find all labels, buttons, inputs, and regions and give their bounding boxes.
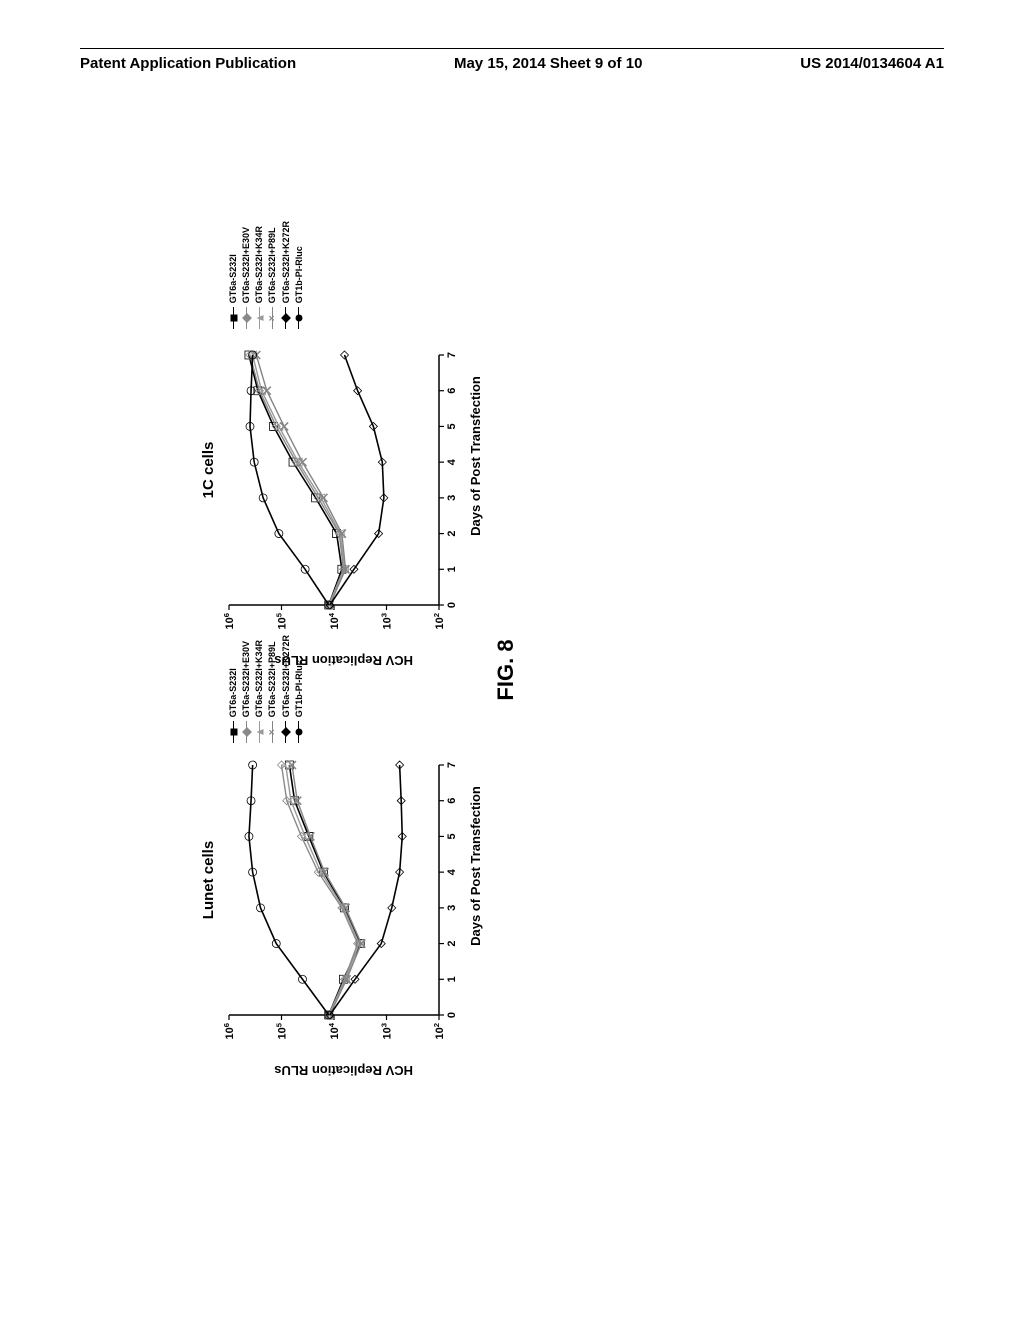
chart-box: 10210310410510601234567GT6a-S232IGT6a-S2… — [221, 341, 466, 651]
header-right: US 2014/0134604 A1 — [800, 55, 944, 72]
patent-header: Patent Application Publication May 15, 2… — [0, 48, 1024, 72]
legend-item: GT6a-S232I+K34R — [253, 221, 265, 329]
y-axis-label: HCV Replication RLUs — [221, 1061, 466, 1080]
svg-text:104: 104 — [327, 1022, 342, 1039]
svg-text:105: 105 — [274, 612, 289, 629]
legend-label: GT6a-S232I+E30V — [240, 227, 252, 303]
panel-title: 1C cells — [200, 270, 217, 670]
panel-row: Lunet cellsHCV Replication RLUs102103104… — [200, 260, 483, 1080]
header-center: May 15, 2014 Sheet 9 of 10 — [454, 55, 642, 72]
figure-area: Lunet cellsHCV Replication RLUs102103104… — [200, 260, 820, 1080]
chart-panel: 1C cellsHCV Replication RLUs102103104105… — [200, 270, 483, 670]
legend-item: ✕GT6a-S232I+P89L — [266, 221, 278, 329]
legend-label: GT6a-S232I+K34R — [253, 226, 265, 303]
header-text-row: Patent Application Publication May 15, 2… — [80, 55, 944, 72]
svg-text:0: 0 — [446, 1012, 458, 1018]
legend-label: GT6a-S232I+K272R — [280, 221, 292, 303]
legend-item: GT6a-S232I+K272R — [280, 221, 292, 329]
svg-text:6: 6 — [446, 798, 458, 804]
svg-text:4: 4 — [446, 458, 458, 465]
rotated-content: Lunet cellsHCV Replication RLUs102103104… — [200, 260, 820, 1080]
svg-text:0: 0 — [446, 602, 458, 608]
svg-text:103: 103 — [379, 613, 394, 630]
chart-legend: GT6a-S232IGT6a-S232I+E30VGT6a-S232I+K34R… — [227, 221, 306, 329]
svg-text:106: 106 — [222, 1023, 237, 1040]
svg-text:7: 7 — [446, 352, 458, 358]
panel-title: Lunet cells — [200, 680, 217, 1080]
figure-caption: FIG. 8 — [493, 260, 519, 1080]
svg-text:104: 104 — [327, 612, 342, 629]
svg-text:102: 102 — [432, 1023, 447, 1040]
line-chart: 102 103 104 105 106 0 1 2 3 4 5 6 7 — [221, 751, 466, 1061]
svg-text:6: 6 — [446, 388, 458, 394]
legend-label: GT6a-S232I — [227, 254, 239, 303]
x-axis-label: Days of Post Transfection — [468, 680, 483, 1052]
y-axis-label: HCV Replication RLUs — [221, 651, 466, 670]
page: Patent Application Publication May 15, 2… — [0, 0, 1024, 1320]
svg-text:7: 7 — [446, 762, 458, 768]
header-rule — [80, 48, 944, 49]
legend-label: GT6a-S232I — [227, 668, 239, 717]
legend-item: GT6a-S232I — [227, 221, 239, 329]
svg-text:105: 105 — [274, 1022, 289, 1039]
legend-item: GT1b-PI-Rluc — [293, 221, 305, 329]
svg-text:1: 1 — [446, 566, 458, 572]
line-chart: 102 103 104 105 106 0 1 2 3 4 5 6 7 — [221, 341, 466, 651]
svg-text:1: 1 — [446, 976, 458, 982]
legend-label: GT1b-PI-Rluc — [293, 246, 305, 303]
svg-text:102: 102 — [432, 613, 447, 630]
svg-text:3: 3 — [446, 495, 458, 501]
chart-panel: Lunet cellsHCV Replication RLUs102103104… — [200, 680, 483, 1080]
svg-text:3: 3 — [446, 905, 458, 911]
svg-text:103: 103 — [379, 1023, 394, 1040]
header-left: Patent Application Publication — [80, 55, 296, 72]
chart-box: 10210310410510601234567GT6a-S232IGT6a-S2… — [221, 751, 466, 1061]
legend-label: GT6a-S232I+P89L — [266, 228, 278, 304]
legend-item: GT6a-S232I+E30V — [240, 221, 252, 329]
svg-text:4: 4 — [446, 868, 458, 875]
svg-text:2: 2 — [446, 531, 458, 537]
svg-text:5: 5 — [446, 423, 458, 429]
x-axis-label: Days of Post Transfection — [468, 270, 483, 642]
svg-text:106: 106 — [222, 613, 237, 630]
svg-text:2: 2 — [446, 941, 458, 947]
svg-text:5: 5 — [446, 833, 458, 839]
